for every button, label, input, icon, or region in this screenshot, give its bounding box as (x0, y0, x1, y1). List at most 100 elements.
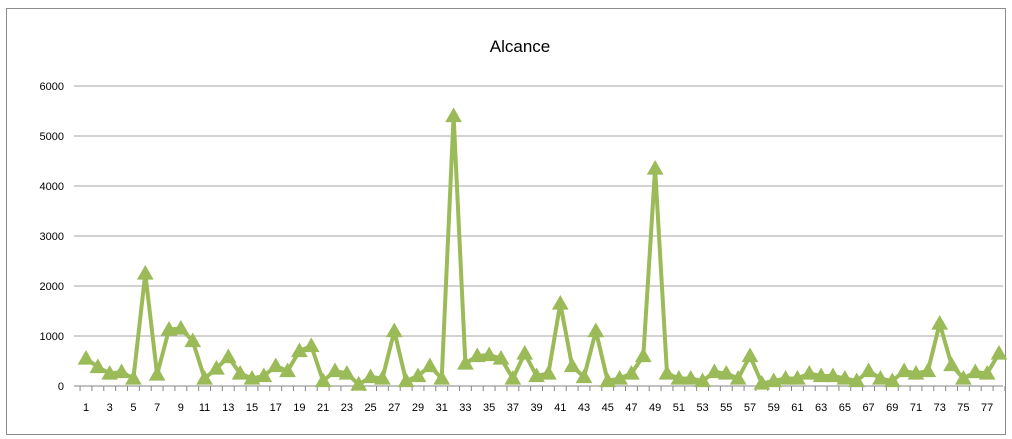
y-tick-label: 4000 (40, 181, 64, 193)
y-tick-label: 5000 (40, 131, 64, 143)
data-point-marker (243, 369, 261, 385)
y-tick-labels: 0 1000 2000 3000 4000 5000 6000 (40, 81, 64, 393)
data-point-marker (717, 364, 735, 380)
series-line-path (84, 114, 1001, 387)
data-point-marker (812, 367, 830, 383)
data-point-marker (267, 357, 285, 373)
data-point-marker (978, 364, 996, 380)
data-point-marker (219, 348, 237, 364)
x-tick-label: 1 (83, 402, 89, 414)
data-point-marker (172, 319, 190, 335)
data-point-marker (125, 369, 142, 385)
data-point-marker (777, 369, 794, 385)
x-tick-label: 57 (744, 402, 756, 414)
data-point-marker (872, 369, 889, 385)
data-point-marker (291, 342, 308, 358)
gridlines (74, 85, 1003, 337)
x-tick-label: 13 (222, 402, 234, 414)
data-point-marker (184, 332, 202, 348)
data-point-marker (504, 369, 522, 385)
x-tick-label: 39 (530, 402, 542, 414)
x-tick-label: 23 (341, 402, 353, 414)
x-tick-label: 53 (696, 402, 708, 414)
x-tick-label: 51 (673, 402, 685, 414)
x-tick-label: 5 (130, 402, 136, 414)
x-tick-label: 15 (246, 402, 258, 414)
data-point-marker (955, 369, 972, 385)
data-point-marker (563, 357, 581, 373)
x-tick-label: 69 (886, 402, 898, 414)
data-point-marker (196, 369, 213, 385)
data-point-marker (89, 358, 107, 374)
data-point-marker (966, 363, 984, 379)
x-tick-label: 25 (364, 402, 376, 414)
x-tick-labels: 1 3 5 7 9 11 13 15 17 19 21 23 25 27 29 31 33 35 37 39 41 43 4… (83, 402, 993, 414)
data-point-marker (611, 369, 628, 385)
x-tick-label: 77 (981, 402, 993, 414)
data-point-marker (895, 362, 913, 378)
x-tick-label: 31 (436, 402, 448, 414)
x-tick-label: 37 (507, 402, 519, 414)
data-point-marker (492, 349, 510, 365)
y-tick-label: 6000 (40, 81, 64, 93)
data-point-marker (646, 159, 664, 175)
x-tick-label: 61 (791, 402, 803, 414)
data-point-marker (587, 322, 605, 338)
x-tick-label: 59 (768, 402, 780, 414)
data-point-marker (468, 347, 486, 363)
data-point-marker (433, 369, 451, 385)
data-point-marker (77, 349, 95, 365)
x-tick-label: 41 (554, 402, 566, 414)
x-tick-label: 45 (602, 402, 614, 414)
data-point-marker (943, 356, 960, 372)
data-point-marker (279, 362, 296, 378)
x-tick-label: 7 (154, 402, 160, 414)
data-point-marker (350, 375, 368, 391)
data-point-marker (374, 369, 391, 385)
series-line (84, 114, 1001, 387)
data-point-marker (634, 347, 652, 363)
data-point-marker (753, 374, 771, 390)
data-point-marker (551, 294, 569, 310)
data-point-marker (101, 364, 119, 380)
data-point-marker (255, 367, 273, 383)
data-point-marker (658, 364, 676, 380)
data-point-marker (302, 337, 320, 353)
data-point-marker (789, 369, 806, 385)
data-point-marker (741, 347, 759, 363)
x-tick-label: 47 (625, 402, 637, 414)
data-point-marker (421, 357, 439, 373)
series-markers (77, 107, 1007, 391)
x-tick-label: 71 (910, 402, 922, 414)
x-tick-label: 21 (317, 402, 329, 414)
data-point-marker (528, 367, 545, 383)
x-tick-label: 65 (839, 402, 851, 414)
data-point-marker (540, 364, 557, 380)
data-point-marker (694, 372, 711, 388)
x-tick-label: 17 (270, 402, 282, 414)
data-point-marker (836, 369, 854, 385)
data-point-marker (326, 362, 344, 378)
x-tick-label: 29 (412, 402, 424, 414)
data-point-marker (907, 364, 925, 380)
y-tick-label: 3000 (40, 231, 64, 243)
x-tick-label: 35 (483, 402, 495, 414)
data-point-marker (208, 359, 225, 375)
data-point-marker (848, 372, 866, 388)
x-tick-label: 55 (720, 402, 732, 414)
x-tick-label: 63 (815, 402, 827, 414)
data-point-marker (516, 344, 534, 360)
data-point-marker (765, 372, 783, 388)
x-tick-label: 49 (649, 402, 661, 414)
data-point-marker (397, 372, 415, 388)
x-tick-label: 9 (178, 402, 184, 414)
data-point-marker (338, 364, 356, 380)
data-point-marker (445, 107, 462, 123)
x-tick-label: 75 (957, 402, 969, 414)
data-point-marker (113, 363, 130, 379)
data-point-marker (362, 368, 379, 384)
x-tick-label: 11 (199, 402, 210, 414)
data-point-marker (800, 364, 818, 380)
